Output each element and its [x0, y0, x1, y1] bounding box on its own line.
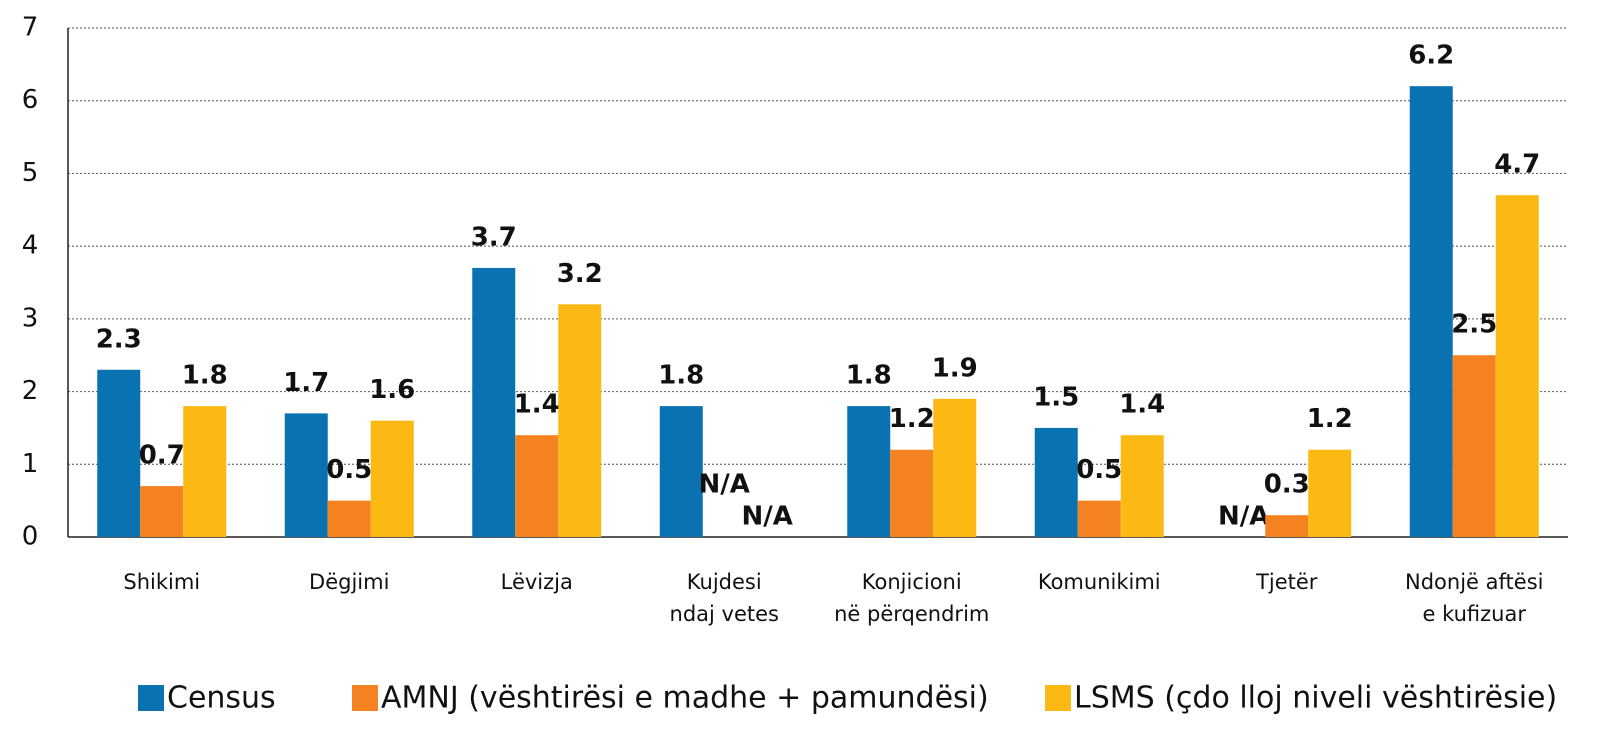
x-tick-label: Shikimi [123, 570, 200, 594]
bar [933, 398, 977, 537]
x-tick-label: ndaj vetes [670, 602, 779, 626]
bar [140, 486, 184, 537]
x-tick-label: Kujdesi [687, 570, 762, 594]
y-tick-label: 0 [22, 522, 39, 552]
bar [1034, 427, 1078, 537]
bar [370, 420, 414, 537]
value-label: N/A [742, 502, 793, 532]
bar [1120, 435, 1164, 537]
x-tick-label: e kufizuar [1423, 602, 1527, 626]
value-label: 1.9 [932, 353, 978, 383]
legend-label: AMNJ (vështirësi e madhe + pamundësi) [381, 681, 989, 716]
bar [659, 406, 703, 537]
bar [890, 449, 934, 537]
bar [1077, 500, 1121, 537]
value-label: 1.6 [369, 375, 415, 405]
bar [1409, 86, 1453, 538]
value-label: 0.7 [139, 441, 185, 471]
x-tick-label: Komunikimi [1038, 570, 1161, 594]
value-label: 1.8 [846, 361, 892, 391]
value-label: 1.4 [1119, 390, 1165, 420]
value-label: 3.7 [471, 222, 517, 252]
legend-swatch [138, 685, 164, 711]
bar [1308, 449, 1352, 537]
y-tick-label: 5 [22, 158, 39, 188]
x-tick-label: Dëgjimi [309, 570, 389, 594]
value-label: 0.5 [1076, 455, 1122, 485]
value-label: 0.3 [1264, 470, 1310, 500]
value-label: 2.5 [1451, 310, 1497, 340]
legend-label: Census [167, 681, 276, 716]
value-label: N/A [1218, 502, 1269, 532]
value-label: 4.7 [1494, 150, 1540, 180]
y-tick-label: 7 [22, 13, 39, 43]
x-tick-label: Lëvizja [501, 570, 573, 594]
bar [472, 267, 516, 537]
x-tick-label: Konjicioni [862, 570, 962, 594]
x-tick-label: në përqendrim [834, 602, 989, 626]
bar [1452, 355, 1496, 537]
value-label: 1.8 [658, 361, 704, 391]
value-label: N/A [699, 470, 750, 500]
value-label: 6.2 [1408, 41, 1454, 71]
bar [847, 406, 891, 537]
value-label: 1.4 [514, 390, 560, 420]
legend-label: LSMS (çdo lloj niveli vështirësie) [1074, 681, 1557, 716]
bar [327, 500, 371, 537]
bar [1495, 195, 1539, 537]
value-label: 3.2 [557, 259, 603, 289]
y-tick-label: 2 [22, 376, 39, 406]
legend-swatch [352, 685, 378, 711]
legend-swatch [1045, 685, 1071, 711]
value-label: 1.8 [182, 361, 228, 391]
bar [1265, 515, 1309, 537]
value-label: 0.5 [326, 455, 372, 485]
bar [558, 304, 602, 537]
value-label: 2.3 [96, 324, 142, 354]
value-label: 1.2 [889, 404, 935, 434]
bar [515, 435, 559, 537]
y-tick-label: 1 [22, 449, 39, 479]
bar [97, 369, 141, 537]
y-tick-label: 3 [22, 303, 39, 333]
bar [284, 413, 328, 537]
value-label: 1.7 [283, 368, 329, 398]
value-label: 1.5 [1033, 382, 1079, 412]
y-tick-label: 6 [22, 85, 39, 115]
bar [183, 406, 227, 537]
y-tick-label: 4 [22, 231, 39, 261]
x-tick-label: Ndonjë aftësi [1405, 570, 1543, 594]
x-tick-label: Tjetër [1255, 570, 1318, 594]
value-label: 1.2 [1307, 404, 1353, 434]
